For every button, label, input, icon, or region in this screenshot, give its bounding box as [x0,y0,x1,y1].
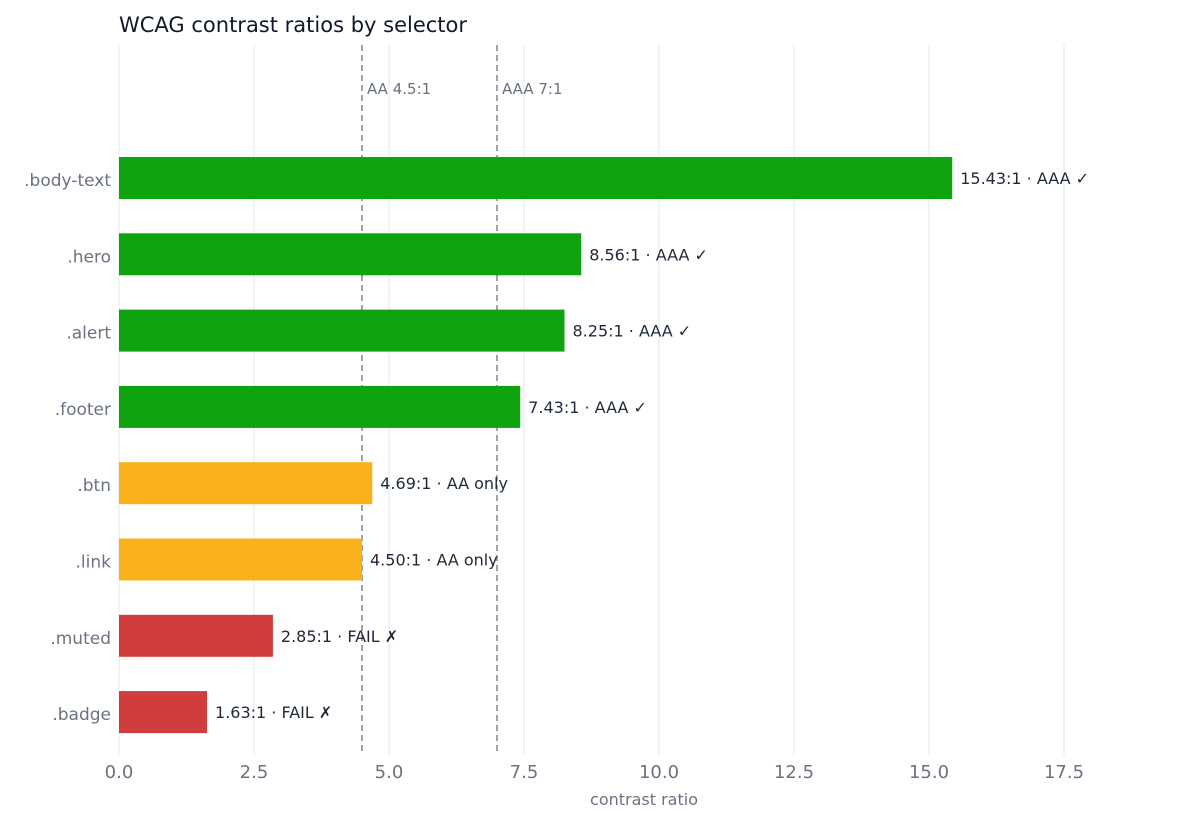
x-tick-label: 17.5 [1044,762,1084,783]
category-label: .badge [52,705,111,725]
value-axis: 0.0 2.5 5.0 7.5 10.0 12.5 15.0 17.5 [105,762,1084,783]
x-tick-label: 10.0 [639,762,679,783]
data-labels: 15.43:1 · AAA ✓ 8.56:1 · AAA ✓ 8.25:1 · AA… [215,169,1089,722]
bar [119,691,208,734]
category-label: .muted [50,629,111,649]
chart-title: WCAG contrast ratios by selector [119,13,467,37]
x-tick-label: 2.5 [240,762,269,783]
bar [119,538,362,581]
bars [119,157,953,734]
bar-value-label: 1.63:1 · FAIL ✗ [215,703,332,722]
x-tick-label: 0.0 [105,762,134,783]
category-label: .link [76,553,112,573]
bar-value-label: 4.69:1 · AA only [380,474,508,493]
bar [119,309,565,352]
bar-value-label: 15.43:1 · AAA ✓ [960,169,1089,188]
category-label: .footer [55,400,111,420]
category-label: .alert [66,324,111,344]
category-label: .body-text [24,171,111,191]
category-label: .hero [67,247,111,267]
category-label: .btn [77,476,111,496]
bar [119,614,273,657]
threshold-label: AAA 7:1 [502,80,563,98]
bar-value-label: 8.56:1 · AAA ✓ [589,245,708,264]
bar [119,233,582,276]
x-tick-label: 15.0 [909,762,949,783]
x-axis-title: contrast ratio [590,790,698,809]
bar-value-label: 7.43:1 · AAA ✓ [528,398,647,417]
x-tick-label: 12.5 [774,762,814,783]
bar [119,157,953,199]
bar-value-label: 8.25:1 · AAA ✓ [573,322,692,341]
bar-value-label: 2.85:1 · FAIL ✗ [281,627,398,646]
x-tick-label: 7.5 [510,762,539,783]
bar [119,385,521,428]
bar-value-label: 4.50:1 · AA only [370,551,498,570]
category-axis: .body-text .hero .alert .footer .btn .link .mu… [24,171,111,725]
threshold-label: AA 4.5:1 [367,80,431,98]
bar [119,462,373,505]
x-tick-label: 5.0 [375,762,404,783]
